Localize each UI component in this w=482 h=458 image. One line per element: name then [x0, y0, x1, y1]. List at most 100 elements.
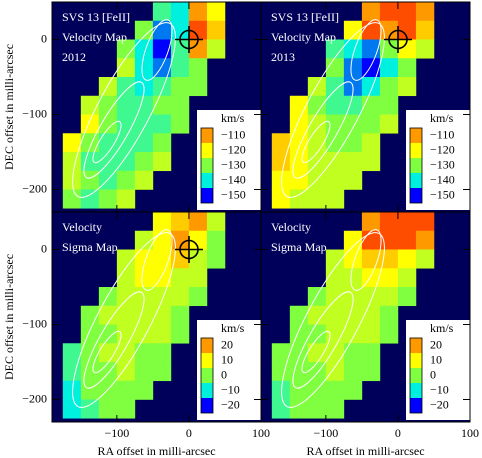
colorbar-band — [201, 143, 213, 158]
colorbar-band — [410, 128, 422, 143]
map-cell — [343, 268, 363, 288]
colorbar-band — [410, 158, 422, 173]
map-cell — [80, 324, 100, 344]
map-cell — [152, 39, 172, 59]
map-cell — [134, 362, 154, 382]
map-cell — [80, 189, 100, 209]
x-tick-label: −100 — [313, 426, 338, 440]
x-tick-label: −100 — [104, 426, 129, 440]
map-cell — [206, 20, 226, 40]
map-cell — [116, 170, 136, 190]
map-cell — [343, 20, 363, 40]
y-tick-label: −200 — [22, 181, 47, 195]
map-cell — [325, 58, 345, 78]
map-cell — [307, 114, 327, 134]
map-cell — [289, 189, 309, 209]
map-cell — [134, 114, 154, 134]
map-cell — [289, 114, 309, 134]
colorbar-band — [201, 188, 213, 203]
map-cell — [98, 324, 118, 344]
panel-title: Sigma Map — [271, 240, 327, 254]
colorbar-frame — [200, 127, 214, 204]
map-cell — [397, 58, 417, 78]
map-cell — [98, 343, 118, 363]
map-cell — [325, 343, 345, 363]
map-cell — [289, 170, 309, 190]
y-tick-label: −100 — [22, 316, 47, 330]
panel-title: SVS 13 [FeII] — [271, 10, 339, 24]
colorbar-tick-label: 20 — [430, 337, 442, 351]
colorbar-tick-label: −20 — [430, 397, 449, 411]
map-cell — [325, 170, 345, 190]
map-cell — [397, 2, 417, 22]
map-cell — [307, 133, 327, 153]
map-cell — [397, 230, 417, 250]
map-cell — [134, 249, 154, 269]
map-cell — [98, 114, 118, 134]
colorbar-band — [201, 338, 213, 353]
map-cell — [361, 362, 381, 382]
map-cell — [343, 95, 363, 115]
map-cell — [397, 268, 417, 288]
map-cell — [206, 249, 226, 269]
map-cell — [415, 249, 435, 269]
map-cell — [134, 133, 154, 153]
map-cell — [325, 39, 345, 59]
map-cell — [271, 380, 291, 400]
map-cell — [116, 380, 136, 400]
map-cell — [415, 39, 435, 59]
map-cell — [116, 362, 136, 382]
map-cell — [343, 133, 363, 153]
map-cell — [80, 399, 100, 419]
map-cell — [307, 189, 327, 209]
colorbar-band — [201, 398, 213, 413]
panel-title: Sigma Map — [62, 240, 118, 254]
map-cell — [80, 114, 100, 134]
panel-title: Velocity — [271, 220, 311, 234]
map-cell — [415, 2, 435, 22]
map-cell — [361, 212, 381, 232]
map-cell — [116, 58, 136, 78]
map-cell — [325, 399, 345, 419]
map-cell — [134, 305, 154, 325]
map-cell — [361, 133, 381, 153]
map-cell — [134, 380, 154, 400]
map-cell — [343, 39, 363, 59]
map-cell — [343, 152, 363, 172]
map-cell — [116, 305, 136, 325]
map-cell — [397, 287, 417, 307]
map-cell — [116, 39, 136, 59]
map-cell — [379, 324, 399, 344]
panel-title: SVS 13 [FeII] — [62, 10, 130, 24]
map-cell — [116, 287, 136, 307]
map-cell — [116, 249, 136, 269]
panel-title: Velocity Map — [271, 30, 336, 44]
map-cell — [170, 324, 190, 344]
map-cell — [80, 305, 100, 325]
colorbar-tick-label: 0 — [221, 367, 227, 381]
x-tick-label: 100 — [252, 426, 270, 440]
map-cell — [325, 95, 345, 115]
y-tick-label: 0 — [41, 241, 47, 255]
map-cell — [289, 324, 309, 344]
map-cell — [170, 114, 190, 134]
map-cell — [206, 2, 226, 22]
map-cell — [325, 189, 345, 209]
panel — [52, 2, 261, 212]
colorbar-frame — [409, 337, 423, 414]
map-cell — [170, 268, 190, 288]
colorbar-tick-label: −150 — [221, 187, 246, 201]
map-cell — [206, 230, 226, 250]
map-cell — [379, 212, 399, 232]
map-cell — [307, 287, 327, 307]
colorbar-tick-label: −140 — [221, 172, 246, 186]
colorbar-band — [410, 173, 422, 188]
colorbar-tick-label: 0 — [430, 367, 436, 381]
map-cell — [343, 58, 363, 78]
map-cell — [343, 249, 363, 269]
map-cell — [98, 170, 118, 190]
colorbar-frame — [409, 127, 423, 204]
y-axis-label: DEC offset in milli-arcsec — [2, 44, 16, 170]
map-cell — [152, 212, 172, 232]
